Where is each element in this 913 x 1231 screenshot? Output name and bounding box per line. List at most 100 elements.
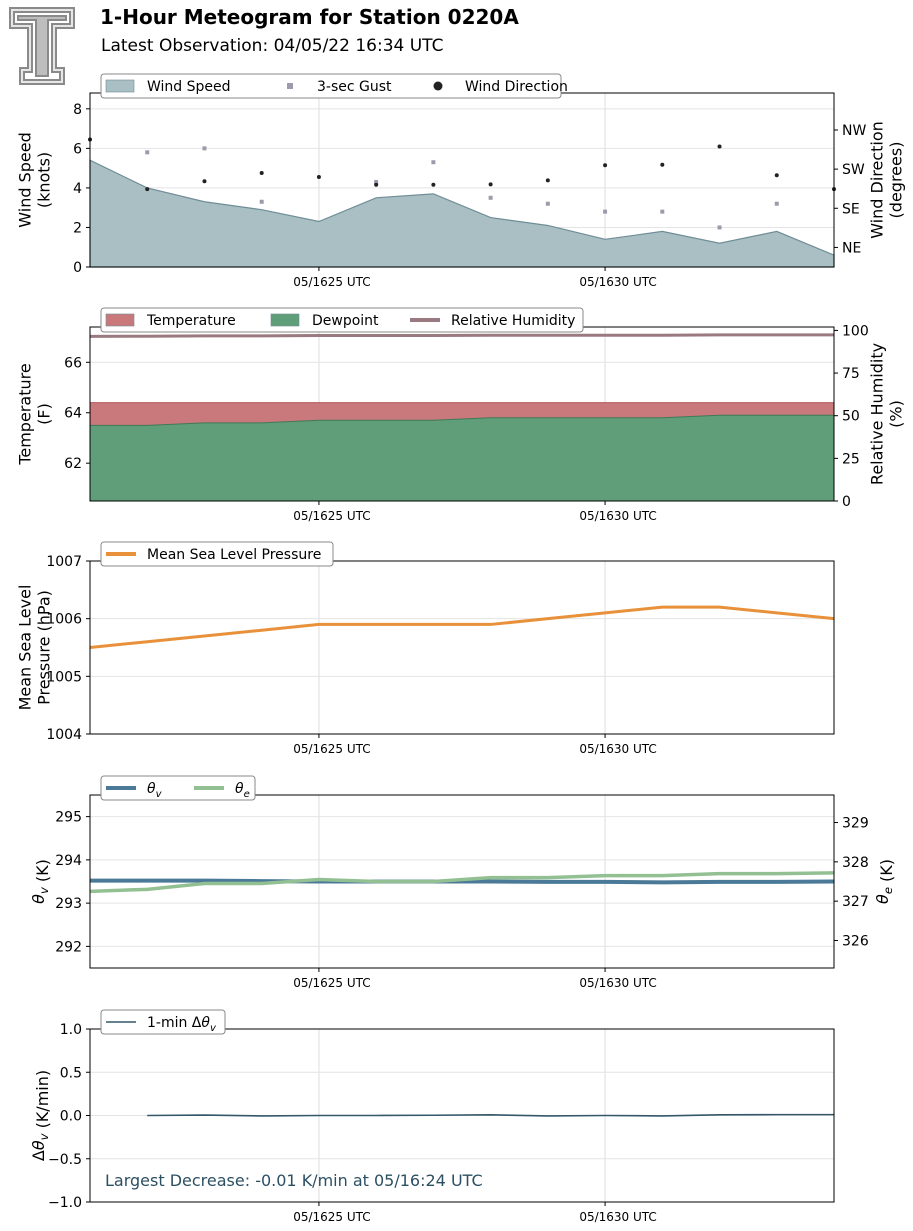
y-tick-label: 1.0 [60,1022,82,1038]
dewpoint-area [89,414,835,502]
wind-direction-point [717,144,722,149]
legend-label: Dewpoint [312,313,379,329]
y2-tick-label: SE [842,201,860,217]
wind-direction-point [316,174,321,179]
gust-point [259,199,264,204]
legend-box [100,1009,226,1035]
y2-axis-label: Relative Humidity (%) [868,343,906,485]
y2-tick-label: 0 [842,494,851,510]
y-tick-label: 4 [73,181,82,197]
gust-point [717,225,722,230]
y2-tick-label: 75 [842,366,860,382]
y-tick-label: 1006 [46,612,82,628]
legend-label: θe [235,781,250,800]
y2-tick-label: NW [842,123,866,139]
y2-axis-label-line: Wind Direction [868,121,887,239]
legend-box [100,307,584,333]
pressure-line [89,605,835,649]
x-tick-label: 05/1625 UTC [293,976,370,990]
y2-axis-label: Wind Direction (degrees) [868,121,906,239]
x-tick-label: 05/1630 UTC [579,1210,656,1224]
y-tick-label: 66 [64,355,82,371]
legend-swatch [270,313,300,327]
chart-wind: 0 2 4 6 8 NE SE SW NW 05/1625 UTC 05/1630 UTC Wind … [16,73,906,289]
wind-direction-point [774,173,779,178]
y2-axis-label-line: Relative Humidity [868,343,887,485]
y2-tick-label: SW [842,162,865,178]
gust-point [431,160,436,165]
y-axis-label: Mean Sea Level Pressure (hPa) [16,585,54,711]
legend-swatch [287,83,293,89]
x-tick-label: 05/1625 UTC [293,1210,370,1224]
y-tick-label: 1005 [46,669,82,685]
y2-tick-label: 327 [842,894,869,910]
y-tick-label: 0.5 [60,1065,82,1081]
legend-label: Wind Speed [147,79,231,95]
wind-direction-point [603,163,608,168]
x-tick-label: 05/1630 UTC [579,275,656,289]
y-tick-label: 0 [73,260,82,276]
y2-tick-label: NE [842,240,861,256]
chart-delta: Largest Decrease: -0.01 K/min at 05/16:2… [29,1009,835,1224]
legend-box [100,775,256,801]
y-tick-label: −1.0 [48,1195,82,1211]
legend-label: 3-sec Gust [317,79,392,95]
y-axis-label-line: (knots) [35,152,54,208]
y-axis-label: Temperature (F) [16,363,54,465]
legend-label: θv [147,781,163,800]
legend-label: Wind Direction [465,79,568,95]
theta-v-line [90,878,835,885]
y2-tick-label: 100 [842,323,869,339]
gust-point [774,201,779,206]
y-tick-label: 1007 [46,554,82,570]
y-tick-label: −0.5 [48,1152,82,1168]
legend-box [100,541,334,567]
x-tick-label: 05/1630 UTC [579,976,656,990]
gust-point [374,179,379,184]
legend-label: Relative Humidity [451,313,575,329]
y-axis-label-line: Temperature [16,363,35,465]
y-axis-label: θv (K) [29,859,52,904]
wind-speed-area [89,159,835,268]
legend-label: Temperature [146,313,236,329]
y-axis-label-line: (F) [35,403,54,425]
legend-box [100,73,562,99]
y2-tick-label: 329 [842,816,869,832]
y-tick-label: 294 [55,853,82,869]
wind-direction-point [488,182,493,187]
y2-tick-label: 328 [842,855,869,871]
wind-direction-point [660,162,665,167]
gust-point [545,201,550,206]
legend-label: Mean Sea Level Pressure [147,547,321,563]
legend-swatch [433,81,443,91]
wind-direction-point [545,178,550,183]
y2-tick-label: 25 [842,451,860,467]
y2-axis-label-line: (%) [887,400,906,428]
plot-frame [89,794,835,969]
latest-observation: Latest Observation: 04/05/22 16:34 UTC [101,36,444,56]
university-logo [9,7,75,85]
y-tick-label: 8 [73,102,82,118]
x-tick-label: 05/1630 UTC [579,742,656,756]
y-tick-label: 6 [73,141,82,157]
y2-tick-label: 326 [842,933,869,949]
wind-direction-point [431,182,436,187]
page-title: 1-Hour Meteogram for Station 0220A [100,5,519,29]
legend-label: 1-min Δθv [147,1015,217,1034]
chart-theta: 292 293 294 295 326 327 328 329 05/1625 UTC 05/16… [29,775,896,990]
y-axis-label: Wind Speed (knots) [16,132,54,227]
y-axis-label-line: Δθv (K/min) [29,1070,52,1161]
x-tick-label: 05/1625 UTC [293,742,370,756]
y-tick-label: 292 [55,939,82,955]
y-axis-label-line: Wind Speed [16,132,35,227]
wind-direction-point [259,171,264,176]
delta-theta-line [147,1113,834,1117]
gust-point [488,195,493,200]
y2-tick-label: 50 [842,409,860,425]
y-tick-label: 293 [55,896,82,912]
y-tick-label: 2 [73,220,82,236]
gust-point [603,209,608,214]
legend-swatch [105,79,135,93]
gust-point [202,146,207,151]
